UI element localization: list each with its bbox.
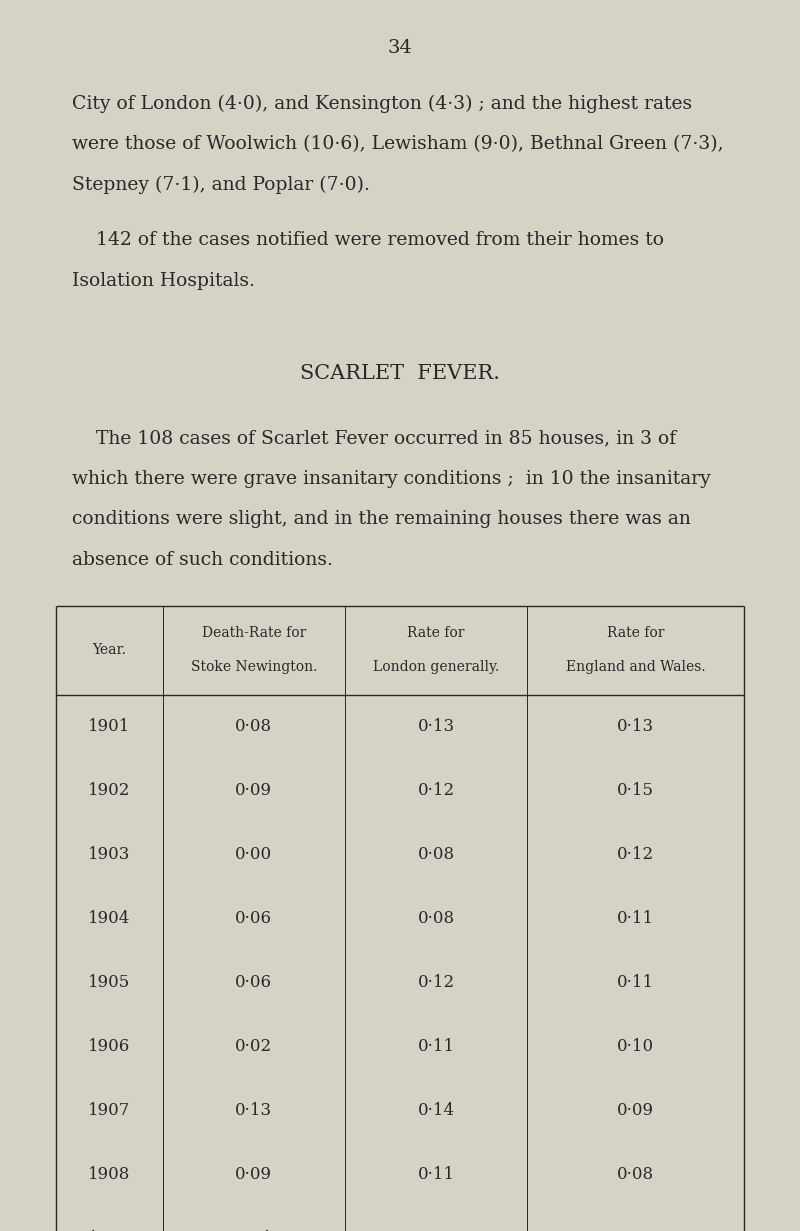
Text: 1903: 1903 — [88, 846, 130, 863]
Text: 0·06: 0·06 — [235, 910, 272, 927]
Text: 0·13: 0·13 — [617, 718, 654, 735]
Text: 0·09: 0·09 — [235, 1166, 272, 1183]
Text: conditions were slight, and in the remaining houses there was an: conditions were slight, and in the remai… — [72, 510, 691, 528]
Text: 0·10: 0·10 — [617, 1038, 654, 1055]
Text: 0·15: 0·15 — [617, 782, 654, 799]
Text: 0·08: 0·08 — [235, 718, 272, 735]
Text: 0·06: 0·06 — [235, 974, 272, 991]
Text: were those of Woolwich (10·6), Lewisham (9·0), Bethnal Green (7·3),: were those of Woolwich (10·6), Lewisham … — [72, 135, 724, 154]
Text: 0·11: 0·11 — [418, 1166, 454, 1183]
Text: 1907: 1907 — [88, 1102, 130, 1119]
Text: England and Wales.: England and Wales. — [566, 661, 706, 675]
Text: SCARLET  FEVER.: SCARLET FEVER. — [300, 364, 500, 383]
Text: 0·09: 0·09 — [617, 1102, 654, 1119]
Text: Rate for: Rate for — [407, 627, 465, 640]
Text: Stoke Newington.: Stoke Newington. — [190, 661, 317, 675]
Text: 0·12: 0·12 — [418, 782, 454, 799]
Text: London generally.: London generally. — [373, 661, 499, 675]
Text: absence of such conditions.: absence of such conditions. — [72, 550, 333, 569]
Text: 0·12: 0·12 — [418, 974, 454, 991]
Text: Year.: Year. — [92, 644, 126, 657]
Text: Rate for: Rate for — [607, 627, 664, 640]
Text: The 108 cases of Scarlet Fever occurred in 85 houses, in 3 of: The 108 cases of Scarlet Fever occurred … — [72, 428, 676, 447]
Text: 1908: 1908 — [88, 1166, 130, 1183]
Text: 0·00: 0·00 — [235, 846, 272, 863]
Text: 0·11: 0·11 — [418, 1038, 454, 1055]
Text: 0·08: 0·08 — [418, 910, 454, 927]
Text: 0·13: 0·13 — [418, 718, 454, 735]
Text: Stepney (7·1), and Poplar (7·0).: Stepney (7·1), and Poplar (7·0). — [72, 176, 370, 194]
Text: 0·11: 0·11 — [617, 974, 654, 991]
Text: 0·11: 0·11 — [617, 910, 654, 927]
Text: 1906: 1906 — [88, 1038, 130, 1055]
Text: 1901: 1901 — [88, 718, 130, 735]
Text: 1902: 1902 — [88, 782, 130, 799]
Text: 34: 34 — [387, 39, 413, 58]
Text: 0·08: 0·08 — [418, 846, 454, 863]
Text: 0·08: 0·08 — [617, 1166, 654, 1183]
Text: 0·14: 0·14 — [418, 1102, 454, 1119]
Text: 1905: 1905 — [88, 974, 130, 991]
Text: 1904: 1904 — [88, 910, 130, 927]
Text: which there were grave insanitary conditions ;  in 10 the insanitary: which there were grave insanitary condit… — [72, 469, 710, 487]
Text: 0·12: 0·12 — [617, 846, 654, 863]
Text: City of London (4·0), and Kensington (4·3) ; and the highest rates: City of London (4·0), and Kensington (4·… — [72, 95, 692, 113]
Text: 0·09: 0·09 — [235, 782, 272, 799]
Text: Death-Rate for: Death-Rate for — [202, 627, 306, 640]
Text: 0·02: 0·02 — [235, 1038, 272, 1055]
Text: 0·13: 0·13 — [235, 1102, 272, 1119]
Text: 142 of the cases notified were removed from their homes to: 142 of the cases notified were removed f… — [72, 231, 664, 249]
Text: Isolation Hospitals.: Isolation Hospitals. — [72, 272, 255, 289]
